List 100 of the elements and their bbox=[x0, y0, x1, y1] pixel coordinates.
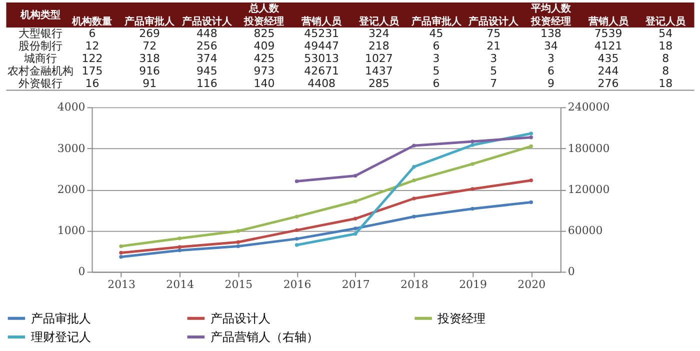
point bbox=[294, 228, 299, 232]
x-tick-label: 2019 bbox=[459, 278, 487, 292]
x-tick-label: 产品审批人 bbox=[410, 15, 462, 28]
y-tick-label: 1000 bbox=[57, 224, 86, 238]
data-label: 8 bbox=[662, 52, 670, 65]
y2-tick-label: 60000 bbox=[568, 224, 603, 238]
point bbox=[236, 240, 240, 244]
legend-label: 产品营销人（右轴） bbox=[210, 330, 318, 344]
point bbox=[470, 162, 474, 166]
point bbox=[412, 214, 416, 218]
point bbox=[412, 144, 416, 148]
y-tick-label: 2000 bbox=[57, 182, 86, 196]
data-label: 45231 bbox=[304, 26, 340, 40]
point bbox=[529, 178, 533, 182]
data-label: 3 bbox=[547, 52, 554, 65]
data-label: 5 bbox=[490, 64, 498, 78]
data-label: 75 bbox=[486, 26, 501, 40]
point bbox=[119, 244, 123, 248]
x-tick-label: 登记人员 bbox=[358, 15, 400, 28]
data-label: 4121 bbox=[594, 39, 622, 52]
data-label: 276 bbox=[598, 76, 619, 90]
text: 总人数 bbox=[248, 2, 280, 15]
point bbox=[178, 236, 182, 240]
data-label: 7539 bbox=[594, 26, 622, 40]
x-tick-label: 2018 bbox=[400, 278, 428, 292]
y2-tick-label: 0 bbox=[568, 265, 575, 278]
data-label: 138 bbox=[540, 26, 562, 40]
x-tick-label: 2014 bbox=[166, 278, 194, 292]
x-tick-label: 2020 bbox=[518, 278, 546, 292]
point bbox=[470, 206, 474, 211]
y-tick-label: 3000 bbox=[57, 142, 86, 155]
x-tick-label: 机构数量 bbox=[71, 15, 112, 28]
x-tick-label: 2015 bbox=[224, 278, 253, 292]
data-label: 425 bbox=[254, 52, 275, 65]
x-tick-label: 2017 bbox=[342, 278, 370, 292]
data-label: 140 bbox=[254, 76, 275, 90]
data-label: 7 bbox=[490, 76, 498, 90]
data-label: 72 bbox=[142, 39, 157, 52]
point bbox=[529, 144, 533, 148]
point bbox=[470, 187, 474, 191]
data-label: 16 bbox=[85, 76, 100, 90]
text: 平均人数 bbox=[530, 2, 572, 15]
data-label: 825 bbox=[254, 26, 275, 40]
legend-label: 投资经理 bbox=[436, 311, 486, 326]
data-label: 18 bbox=[658, 76, 673, 90]
data-label: 54 bbox=[658, 26, 673, 40]
x-tick-label: 产品设计人 bbox=[468, 15, 520, 28]
point bbox=[412, 196, 416, 200]
legend-label: 产品审批人 bbox=[30, 311, 91, 326]
data-label: 285 bbox=[368, 76, 390, 90]
data-label: 9 bbox=[547, 76, 554, 90]
point bbox=[236, 229, 240, 233]
point bbox=[236, 244, 240, 248]
data-label: 6 bbox=[88, 26, 96, 40]
y2-tick-label: 120000 bbox=[568, 182, 610, 196]
data-label: 6 bbox=[432, 39, 440, 52]
point bbox=[294, 214, 299, 218]
data-label: 34 bbox=[544, 39, 558, 52]
data-label: 269 bbox=[139, 26, 160, 40]
data-label: 4408 bbox=[308, 76, 336, 90]
x-tick-label: 营销人员 bbox=[587, 15, 630, 28]
point bbox=[470, 143, 474, 147]
data-label: 409 bbox=[254, 39, 275, 52]
data-label: 3 bbox=[432, 52, 440, 65]
data-label: 18 bbox=[658, 39, 673, 52]
data-label: 122 bbox=[82, 52, 103, 65]
data-label: 8 bbox=[662, 64, 670, 78]
data-label: 42671 bbox=[304, 64, 340, 78]
data-label: 21 bbox=[486, 39, 501, 52]
point bbox=[354, 200, 358, 204]
data-label: 175 bbox=[82, 64, 103, 78]
data-label: 244 bbox=[598, 64, 619, 78]
point bbox=[529, 135, 533, 140]
data-label: 116 bbox=[196, 76, 218, 90]
data-label: 1437 bbox=[364, 64, 393, 78]
data-label: 6 bbox=[432, 76, 440, 90]
point bbox=[294, 179, 299, 184]
legend-label: 产品设计人 bbox=[210, 311, 270, 326]
point bbox=[412, 178, 416, 182]
point bbox=[294, 243, 299, 247]
data-label: 318 bbox=[139, 52, 160, 65]
x-tick-label: 2013 bbox=[108, 278, 136, 292]
y-tick-label: 农村金融机构 bbox=[8, 64, 74, 78]
y2-tick-label: 180000 bbox=[568, 142, 610, 155]
point bbox=[354, 226, 358, 230]
data-label: 256 bbox=[196, 39, 218, 52]
x-tick-label: 登记人员 bbox=[644, 15, 687, 28]
point bbox=[354, 216, 358, 221]
y-tick-label: 股份制行 bbox=[18, 39, 63, 52]
x-tick-label: 2016 bbox=[283, 278, 312, 292]
data-label: 1027 bbox=[364, 52, 393, 65]
data-label: 916 bbox=[139, 64, 160, 78]
data-label: 374 bbox=[196, 52, 218, 65]
data-label: 945 bbox=[196, 64, 218, 78]
data-label: 973 bbox=[254, 64, 275, 78]
point bbox=[178, 245, 182, 249]
point bbox=[529, 132, 533, 136]
point bbox=[470, 140, 474, 144]
x-tick-label: 产品审批人 bbox=[124, 15, 176, 28]
data-label: 45 bbox=[429, 26, 444, 40]
